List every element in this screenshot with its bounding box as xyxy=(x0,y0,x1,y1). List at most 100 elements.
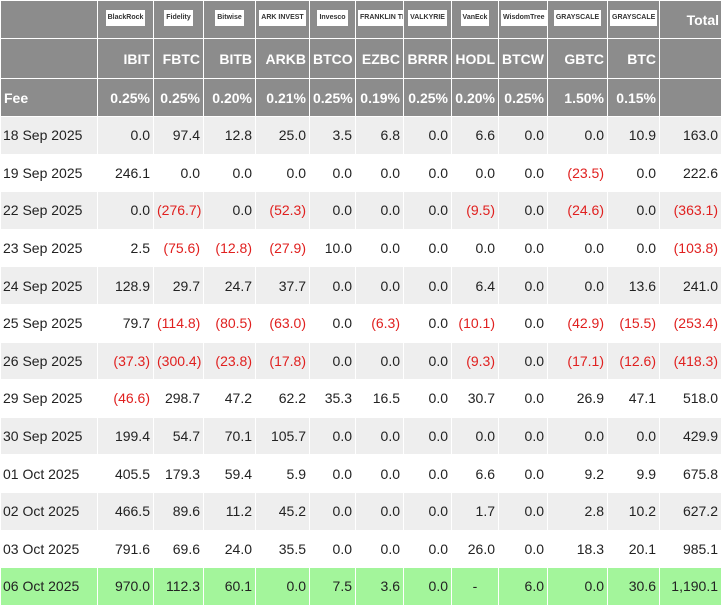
flow-value: 0.0 xyxy=(309,416,356,456)
issuer-logo: VanEck xyxy=(460,10,490,26)
flow-value: (75.6) xyxy=(153,228,204,268)
flow-value: 1.7 xyxy=(451,491,499,531)
flow-value: 0.0 xyxy=(97,116,154,155)
corner-cell xyxy=(0,0,98,39)
issuer-logo: Fidelity xyxy=(164,10,193,26)
ticker: ARKB xyxy=(255,38,310,79)
flow-value: 6.8 xyxy=(355,116,404,155)
flow-value: 0.0 xyxy=(203,191,256,230)
flow-value: 18.3 xyxy=(547,529,608,569)
total-value: (253.4) xyxy=(659,303,721,343)
flow-value: 9.9 xyxy=(607,454,660,493)
fee-value: 0.15% xyxy=(607,78,660,117)
flow-value: 0.0 xyxy=(403,116,452,155)
flow-value: 0.0 xyxy=(355,529,404,569)
flow-value: 0.0 xyxy=(451,153,499,193)
flow-value: 59.4 xyxy=(203,454,256,493)
data-row: 03 Oct 2025 791.6 69.6 24.0 35.5 0.0 0.0 0.0 26.… xyxy=(0,529,721,569)
flow-value: (27.9) xyxy=(255,228,310,268)
flow-value: 970.0 xyxy=(97,567,154,606)
date: 06 Oct 2025 xyxy=(0,567,98,606)
flow-value: 0.0 xyxy=(309,491,356,531)
total-value: (363.1) xyxy=(659,191,721,230)
flow-value: 0.0 xyxy=(498,529,548,569)
flow-value: 0.0 xyxy=(309,341,356,381)
logo-cell: Fidelity xyxy=(153,0,204,39)
flow-value: (17.1) xyxy=(547,341,608,381)
flow-value: 3.6 xyxy=(355,567,404,606)
flow-value: 29.7 xyxy=(153,266,204,305)
flow-value: 0.0 xyxy=(403,228,452,268)
issuer-logo: Bitwise xyxy=(215,10,244,26)
flow-value: (9.3) xyxy=(451,341,499,381)
empty-cell xyxy=(659,78,721,117)
flow-value: 0.0 xyxy=(547,567,608,606)
flow-value: 246.1 xyxy=(97,153,154,193)
issuer-logo: ARK INVEST xyxy=(259,10,306,26)
flow-value: 0.0 xyxy=(255,567,310,606)
flow-value: 0.0 xyxy=(355,153,404,193)
flow-value: 112.3 xyxy=(153,567,204,606)
fee-value: 0.25% xyxy=(403,78,452,117)
data-row: 06 Oct 2025 970.0 112.3 60.1 0.0 7.5 3.6 0.0-6.… xyxy=(0,567,721,606)
data-row: 30 Sep 2025 199.4 54.7 70.1 105.7 0.0 0.0 0.0 0.… xyxy=(0,416,721,456)
logo-cell: GRAYSCALE xyxy=(547,0,608,39)
logo-cell: GRAYSCALE xyxy=(607,0,660,39)
issuer-logo: WisdomTree xyxy=(501,10,547,26)
date: 26 Sep 2025 xyxy=(0,341,98,381)
flow-value: 47.2 xyxy=(203,379,256,418)
ticker: BTCW xyxy=(498,38,548,79)
fee-value: 0.20% xyxy=(451,78,499,117)
logo-cell: FRANKLIN TEMPLETON xyxy=(355,0,404,39)
flow-value: (12.8) xyxy=(203,228,256,268)
ticker: BTC xyxy=(607,38,660,79)
flow-value: (23.5) xyxy=(547,153,608,193)
flow-value: 0.0 xyxy=(403,153,452,193)
flow-value: 0.0 xyxy=(403,341,452,381)
fee-row: Fee 0.25% 0.25% 0.20% 0.21% 0.25% 0.19% 0.25% 0.… xyxy=(0,78,721,117)
flow-value: 0.0 xyxy=(607,228,660,268)
flow-value: 60.1 xyxy=(203,567,256,606)
flow-value: 0.0 xyxy=(607,153,660,193)
flow-value: 69.6 xyxy=(153,529,204,569)
ticker: BRRR xyxy=(403,38,452,79)
flow-value: 0.0 xyxy=(403,266,452,305)
ticker: BITB xyxy=(203,38,256,79)
flow-value: 20.1 xyxy=(607,529,660,569)
flow-value: 0.0 xyxy=(403,454,452,493)
total-value: (103.8) xyxy=(659,228,721,268)
flow-value: 0.0 xyxy=(355,341,404,381)
ticker: IBIT xyxy=(97,38,154,79)
total-value: 985.1 xyxy=(659,529,721,569)
logo-cell: Invesco xyxy=(309,0,356,39)
flow-value: 10.0 xyxy=(309,228,356,268)
flow-value: 6.6 xyxy=(451,116,499,155)
flow-value: 199.4 xyxy=(97,416,154,456)
issuer-logo: VALKYRIE xyxy=(408,10,447,26)
flow-value: 0.0 xyxy=(355,266,404,305)
data-row: 19 Sep 2025 246.1 0.0 0.0 0.0 0.0 0.0 0.0 0.0 0.0… xyxy=(0,153,721,193)
flow-value: 24.0 xyxy=(203,529,256,569)
flow-value: 298.7 xyxy=(153,379,204,418)
fee-value: 0.19% xyxy=(355,78,404,117)
total-value: 675.8 xyxy=(659,454,721,493)
total-value: 222.6 xyxy=(659,153,721,193)
flow-value: (12.6) xyxy=(607,341,660,381)
issuer-logo: Invesco xyxy=(317,10,348,26)
fee-value: 0.20% xyxy=(203,78,256,117)
flow-value: 791.6 xyxy=(97,529,154,569)
flow-value: 0.0 xyxy=(309,529,356,569)
flow-value: 0.0 xyxy=(403,416,452,456)
issuer-logo: BlackRock xyxy=(105,10,146,26)
date: 30 Sep 2025 xyxy=(0,416,98,456)
logo-cell: VanEck xyxy=(451,0,499,39)
flow-value: 6.0 xyxy=(498,567,548,606)
flow-value: 0.0 xyxy=(97,191,154,230)
flow-value: 11.2 xyxy=(203,491,256,531)
flow-value: 97.4 xyxy=(153,116,204,155)
data-row: 18 Sep 2025 0.0 97.4 12.8 25.0 3.5 6.8 0.0 6.6 0.… xyxy=(0,116,721,155)
flow-value: 2.8 xyxy=(547,491,608,531)
flow-value: 0.0 xyxy=(403,191,452,230)
